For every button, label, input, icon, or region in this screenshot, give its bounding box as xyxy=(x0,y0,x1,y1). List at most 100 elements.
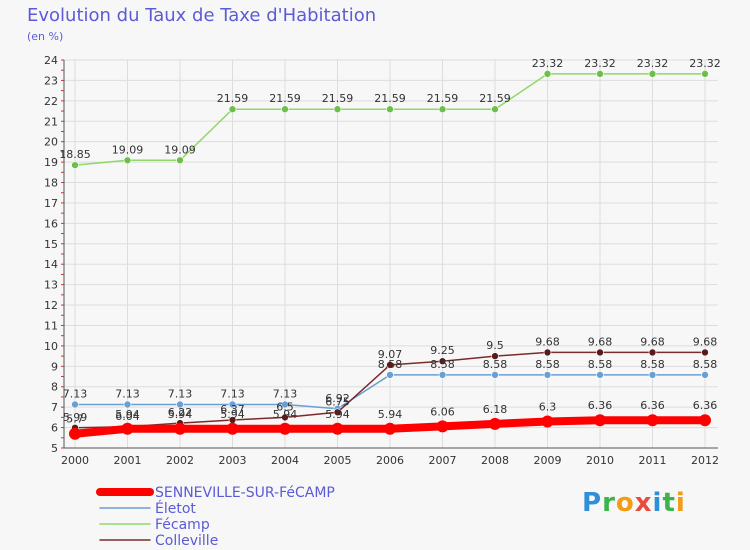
x-tick-label: 2012 xyxy=(691,454,719,467)
data-point xyxy=(438,105,447,114)
data-point xyxy=(543,70,552,78)
data-point xyxy=(596,70,604,78)
x-tick-label: 2011 xyxy=(639,454,667,467)
data-label: 9.5 xyxy=(486,339,504,352)
data-point xyxy=(543,348,552,357)
y-tick-label: 10 xyxy=(44,340,58,353)
x-tick-label: 2007 xyxy=(429,454,457,467)
data-label: 6.04 xyxy=(115,410,140,423)
data-point xyxy=(228,105,237,114)
data-label: 9.68 xyxy=(640,335,665,348)
data-label: 7.13 xyxy=(273,388,298,401)
brand-letter: x xyxy=(634,488,653,518)
y-tick-label: 13 xyxy=(44,279,58,292)
y-tick-label: 5 xyxy=(51,442,58,455)
data-point xyxy=(123,400,132,409)
brand-logo: Proxiti xyxy=(582,488,686,518)
data-point xyxy=(71,400,79,409)
data-point xyxy=(436,420,449,433)
y-tick-label: 19 xyxy=(44,156,58,169)
data-label: 7.13 xyxy=(168,388,193,401)
y-tick-label: 20 xyxy=(44,136,58,149)
data-point xyxy=(701,371,709,379)
data-point xyxy=(386,371,394,379)
data-point xyxy=(596,348,604,357)
data-label: 9.68 xyxy=(693,335,718,348)
data-point xyxy=(594,414,606,427)
data-point xyxy=(491,371,499,379)
data-point xyxy=(596,371,604,379)
data-label: 5.94 xyxy=(115,408,140,421)
data-point xyxy=(333,105,342,114)
data-label: 23.32 xyxy=(689,57,721,70)
data-label: 6.75 xyxy=(325,395,350,408)
data-point xyxy=(438,357,447,366)
legend-label: Életot xyxy=(155,500,196,517)
x-tick-label: 2002 xyxy=(166,454,194,467)
data-point xyxy=(228,400,237,409)
y-tick-label: 21 xyxy=(44,115,58,128)
data-label: 8.58 xyxy=(640,358,665,371)
data-label: 8.58 xyxy=(693,358,718,371)
legend: SENNEVILLE-SUR-FéCAMPÉletotFécampCollevi… xyxy=(96,485,335,549)
y-tick-label: 15 xyxy=(44,238,58,251)
y-tick-label: 6 xyxy=(51,422,58,435)
data-labels: 5.7 5.94 5.94 5.94 5.94 5.94 5.94 6.06 6.18 6.3 6.… xyxy=(59,57,721,426)
data-label: 6.22 xyxy=(168,406,193,419)
series-group xyxy=(69,70,711,440)
axes: 5 6 7 8 9 10 11 12 13 14 15 16 17 18 19 20 21 22 23 24 2000 2… xyxy=(44,54,719,467)
data-label: 9.25 xyxy=(430,344,455,357)
data-label: 21.59 xyxy=(479,92,511,105)
data-point xyxy=(701,70,709,78)
x-tick-label: 2005 xyxy=(324,454,352,467)
data-point xyxy=(386,105,394,114)
data-point xyxy=(71,161,79,169)
data-point xyxy=(281,105,289,114)
data-label: 8.58 xyxy=(483,358,508,371)
data-point xyxy=(701,348,709,357)
data-label: 21.59 xyxy=(374,92,406,105)
data-label: 21.59 xyxy=(322,92,354,105)
brand-letter: i xyxy=(652,488,663,518)
data-label: 6.37 xyxy=(220,403,245,416)
brand-letter: t xyxy=(662,488,676,518)
x-tick-label: 2010 xyxy=(586,454,614,467)
data-point xyxy=(491,105,499,114)
data-label: 7.13 xyxy=(115,388,140,401)
data-label: 8.58 xyxy=(535,358,560,371)
brand-letter: o xyxy=(615,488,635,518)
grid xyxy=(64,59,718,449)
data-point xyxy=(281,400,289,409)
data-label: 8.58 xyxy=(588,358,613,371)
data-label: 21.59 xyxy=(217,92,249,105)
data-label: 8.58 xyxy=(378,358,403,371)
data-point xyxy=(176,156,184,165)
data-point xyxy=(438,371,447,379)
data-label: 21.59 xyxy=(427,92,459,105)
x-tick-label: 2003 xyxy=(219,454,247,467)
data-label: 6.36 xyxy=(588,399,613,412)
data-label: 5.7 xyxy=(66,413,84,426)
data-point xyxy=(176,400,184,409)
data-point xyxy=(226,422,239,435)
data-point xyxy=(491,352,499,360)
brand-letter: P xyxy=(582,488,603,518)
y-tick-label: 23 xyxy=(44,74,58,87)
data-point xyxy=(543,371,552,379)
data-point xyxy=(648,70,657,78)
x-tick-label: 2008 xyxy=(481,454,509,467)
data-label: 6.5 xyxy=(276,400,294,413)
y-tick-label: 17 xyxy=(44,197,58,210)
data-label: 6.36 xyxy=(640,399,665,412)
data-point xyxy=(648,348,657,357)
data-point xyxy=(541,415,554,428)
data-label: 21.59 xyxy=(269,92,301,105)
y-tick-label: 18 xyxy=(44,177,58,190)
data-label: 23.32 xyxy=(532,57,564,70)
data-point xyxy=(121,422,134,435)
data-point xyxy=(123,156,132,165)
data-point xyxy=(279,422,291,435)
data-label: 6.3 xyxy=(539,400,557,413)
